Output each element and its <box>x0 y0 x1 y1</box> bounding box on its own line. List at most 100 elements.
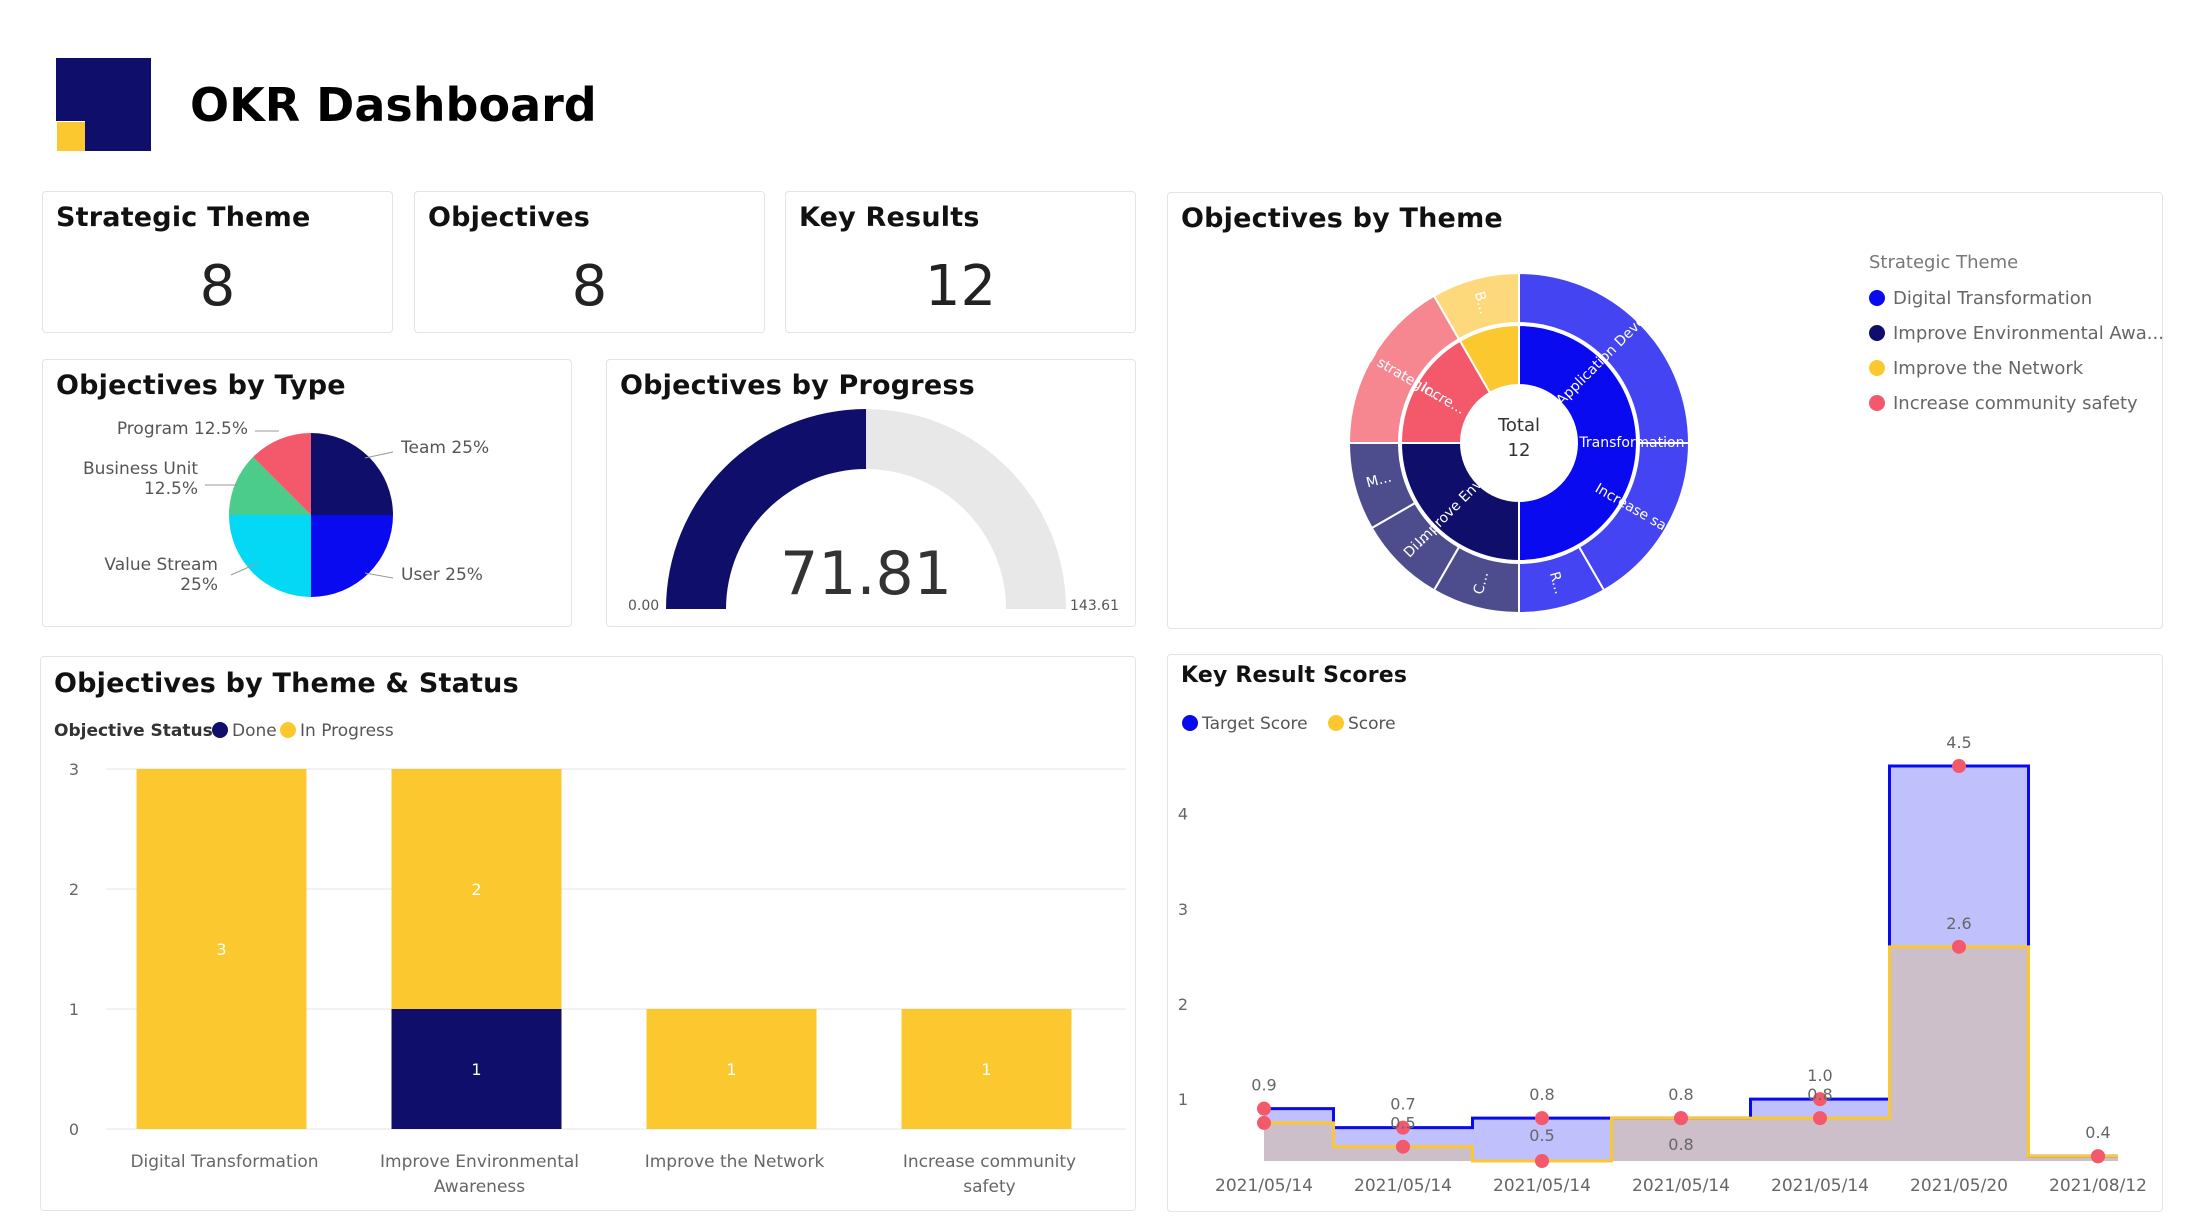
data-label: 0.8 <box>1529 1085 1554 1104</box>
y-tick-label: 0 <box>69 1120 79 1139</box>
legend-marker <box>1869 395 1885 411</box>
x-tick-label: Digital Transformation <box>130 1152 318 1172</box>
pie-slice <box>311 433 393 515</box>
kpi-value: 8 <box>571 254 608 319</box>
legend-item-label: Increase community safety <box>1893 393 2138 414</box>
sunburst-inner-segment <box>1458 323 1520 395</box>
x-tick-label: 2021/05/20 <box>1910 1176 2008 1196</box>
x-tick-label: 2021/05/14 <box>1771 1176 1869 1196</box>
data-label: 0.7 <box>1390 1095 1415 1114</box>
bar-data-label: 3 <box>216 940 226 959</box>
card-title: Objectives by Type <box>56 370 346 401</box>
data-point <box>1674 1111 1688 1126</box>
data-label: 0.8 <box>1807 1085 1832 1104</box>
legend-marker <box>1869 325 1885 341</box>
pie-slice <box>229 515 311 597</box>
data-point <box>1813 1111 1827 1126</box>
x-tick-label: Improve the Network <box>645 1152 825 1172</box>
legend-item-label: Score <box>1348 714 1396 734</box>
data-label: 2.6 <box>1946 914 1971 933</box>
legend-item-label: Digital Transformation <box>1893 288 2092 309</box>
pie-slice-label: Value Stream 25% <box>104 555 218 595</box>
objectives-by-type-card[interactable]: Objectives by Type Team 25% User 25% Value… <box>42 359 572 627</box>
area-line <box>1264 945 2118 1163</box>
legend-marker <box>212 722 228 738</box>
kpi-card-objectives[interactable]: Objectives 8 <box>414 191 765 333</box>
pie-leader-line <box>364 451 394 459</box>
legend-marker <box>280 722 296 738</box>
data-label: 1.0 <box>1807 1066 1832 1085</box>
x-tick-label: Increase community safety <box>903 1152 1076 1197</box>
sunburst-segment-label: R... <box>1546 570 1567 596</box>
data-point <box>1396 1139 1410 1154</box>
data-point <box>1535 1154 1549 1168</box>
data-label: 0.8 <box>1668 1085 1693 1104</box>
sunburst-segment-label: C... <box>1471 570 1492 596</box>
bar-segment <box>901 1009 1072 1129</box>
data-point <box>1952 759 1966 773</box>
x-tick-label: Improve Environmental Awareness <box>380 1152 579 1197</box>
y-tick-label: 1 <box>69 1000 79 1019</box>
area-fill <box>1264 946 2118 1161</box>
sunburst-segment-label: M... <box>1365 470 1394 492</box>
bar-segment <box>646 1009 817 1129</box>
gauge-max-label: 143.61 <box>1070 598 1119 614</box>
legend-marker <box>1869 290 1885 306</box>
x-tick-label: 2021/05/14 <box>1215 1176 1313 1196</box>
legend-item-label: Done <box>232 721 277 741</box>
legend-item-label: In Progress <box>300 721 394 741</box>
x-tick-label: 2021/05/14 <box>1493 1176 1591 1196</box>
y-tick-label: 1 <box>1178 1090 1188 1109</box>
kpi-value: 8 <box>199 254 236 319</box>
progress-gauge[interactable]: 71.81 0.00 143.61 <box>607 360 1137 628</box>
kpi-title: Key Results <box>799 202 980 233</box>
legend-item-label: Target Score <box>1201 714 1308 734</box>
legend-marker <box>1182 715 1198 731</box>
data-point <box>1257 1101 1271 1116</box>
page-title: OKR Dashboard <box>190 78 597 132</box>
gauge-value: 71.81 <box>780 539 952 609</box>
sunburst-center-label: Total <box>1497 415 1540 436</box>
data-point <box>1535 1111 1549 1126</box>
kpi-value: 12 <box>924 254 997 319</box>
x-tick-label: 2021/08/12 <box>2049 1176 2147 1196</box>
legend-marker <box>1869 360 1885 376</box>
legend-item-label: Improve Environmental Awa... <box>1893 323 2164 344</box>
data-point <box>1813 1092 1827 1107</box>
x-tick-label: 2021/05/14 <box>1632 1176 1730 1196</box>
key-result-scores-card[interactable]: Key Result Scores Target Score Score 1 2 3 4 0… <box>1167 654 2163 1212</box>
sunburst-segment-label: Digital Transformation <box>1530 435 1685 451</box>
theme-status-bar-chart[interactable]: Objective Status Done In Progress 0 1 2 3 3 Digi… <box>41 657 1137 1212</box>
pie-leader-line <box>230 562 259 576</box>
kpi-title: Objectives <box>428 202 590 233</box>
objectives-by-type-pie[interactable]: Team 25% User 25% Value Stream 25% Business … <box>43 360 573 628</box>
data-label: 0.5 <box>1529 1126 1554 1145</box>
card-title: Objectives by Progress <box>620 370 975 401</box>
data-label: 0.8 <box>1668 1135 1693 1154</box>
sunburst-outer-segment <box>1432 271 1520 341</box>
bar-segment <box>391 1009 562 1129</box>
pie-slice-label: Program 12.5% <box>117 419 248 439</box>
kpi-card-key-results[interactable]: Key Results 12 <box>785 191 1136 333</box>
pie-slice-label: User 25% <box>401 565 483 585</box>
y-tick-label: 2 <box>1178 995 1188 1014</box>
pie-slice-label: Business Unit 12.5% <box>83 459 198 499</box>
legend-marker <box>1328 715 1344 731</box>
objectives-by-theme-card[interactable]: Objectives by Theme Digital Transformati… <box>1167 192 2164 630</box>
card-title: Objectives by Theme <box>1181 203 1503 234</box>
data-label: 0.4 <box>2085 1123 2110 1142</box>
pie-slice <box>311 515 393 597</box>
sunburst-center-value: 12 <box>1508 440 1531 461</box>
bar-data-label: 1 <box>471 1060 481 1079</box>
data-label: 0.5 <box>1390 1114 1415 1133</box>
y-tick-label: 3 <box>1178 900 1188 919</box>
objectives-by-progress-card[interactable]: Objectives by Progress 71.81 0.00 143.61 <box>606 359 1136 627</box>
legend-title: Objective Status <box>54 721 213 741</box>
pie-slice <box>253 433 311 515</box>
kpi-card-strategic-theme[interactable]: Strategic Theme 8 <box>42 191 393 333</box>
pie-slice-label: Team 25% <box>400 438 489 458</box>
objectives-by-theme-status-card[interactable]: Objectives by Theme & Status Objective S… <box>40 656 1136 1211</box>
legend-title: Strategic Theme <box>1869 252 2018 273</box>
